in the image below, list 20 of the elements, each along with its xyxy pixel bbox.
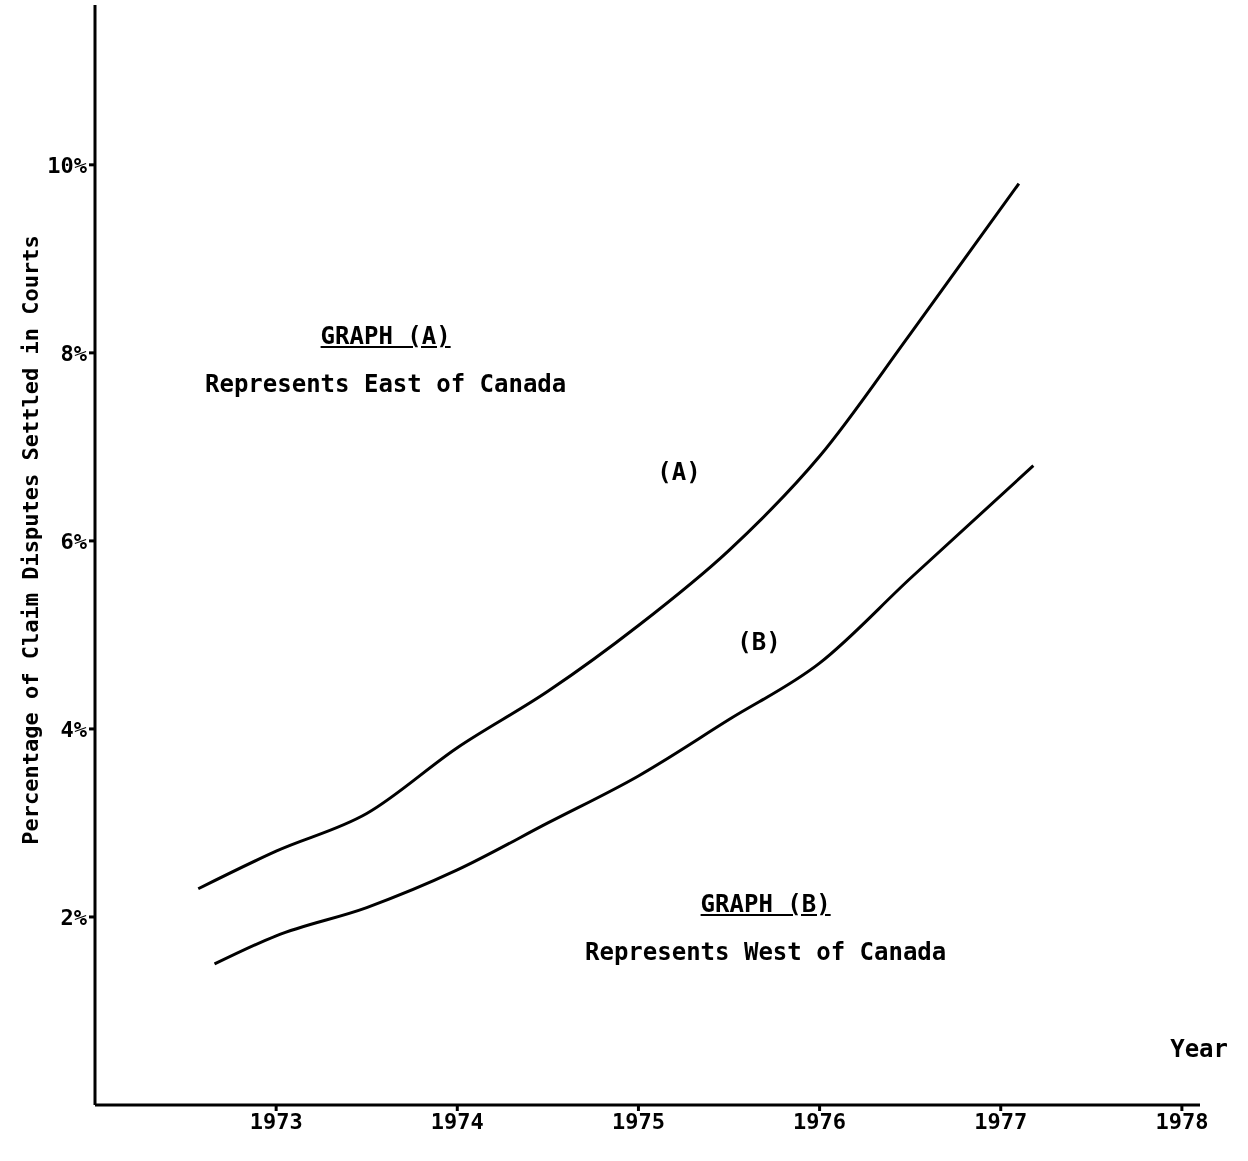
x-tick-label: 1978 [1155,1108,1209,1134]
annotation: GRAPH (B) [699,889,832,920]
annotation: GRAPH (A) [319,321,452,352]
x-axis-title: Year [1170,1035,1228,1063]
y-axis-title: Percentage of Claim Disputes Settled in Courts [17,235,43,845]
y-tick-label: 10% [47,152,88,178]
y-tick-label: 8% [60,340,88,366]
x-tick-label: 1975 [611,1108,665,1134]
annotation: Represents West of Canada [585,937,947,968]
x-tick-label: 1976 [793,1108,847,1134]
line-series [196,182,1021,891]
y-tick-label: 6% [60,528,88,554]
y-tick-label: 4% [60,716,88,742]
series-label: (B) [737,627,781,656]
x-tick-label: 1977 [974,1108,1028,1134]
y-tick-label: 2% [60,904,88,930]
text: (A) [657,458,701,487]
x-tick-label: 1973 [249,1108,303,1134]
annotation: Represents East of Canada [205,369,567,400]
x-tick-label: 1974 [430,1108,484,1134]
